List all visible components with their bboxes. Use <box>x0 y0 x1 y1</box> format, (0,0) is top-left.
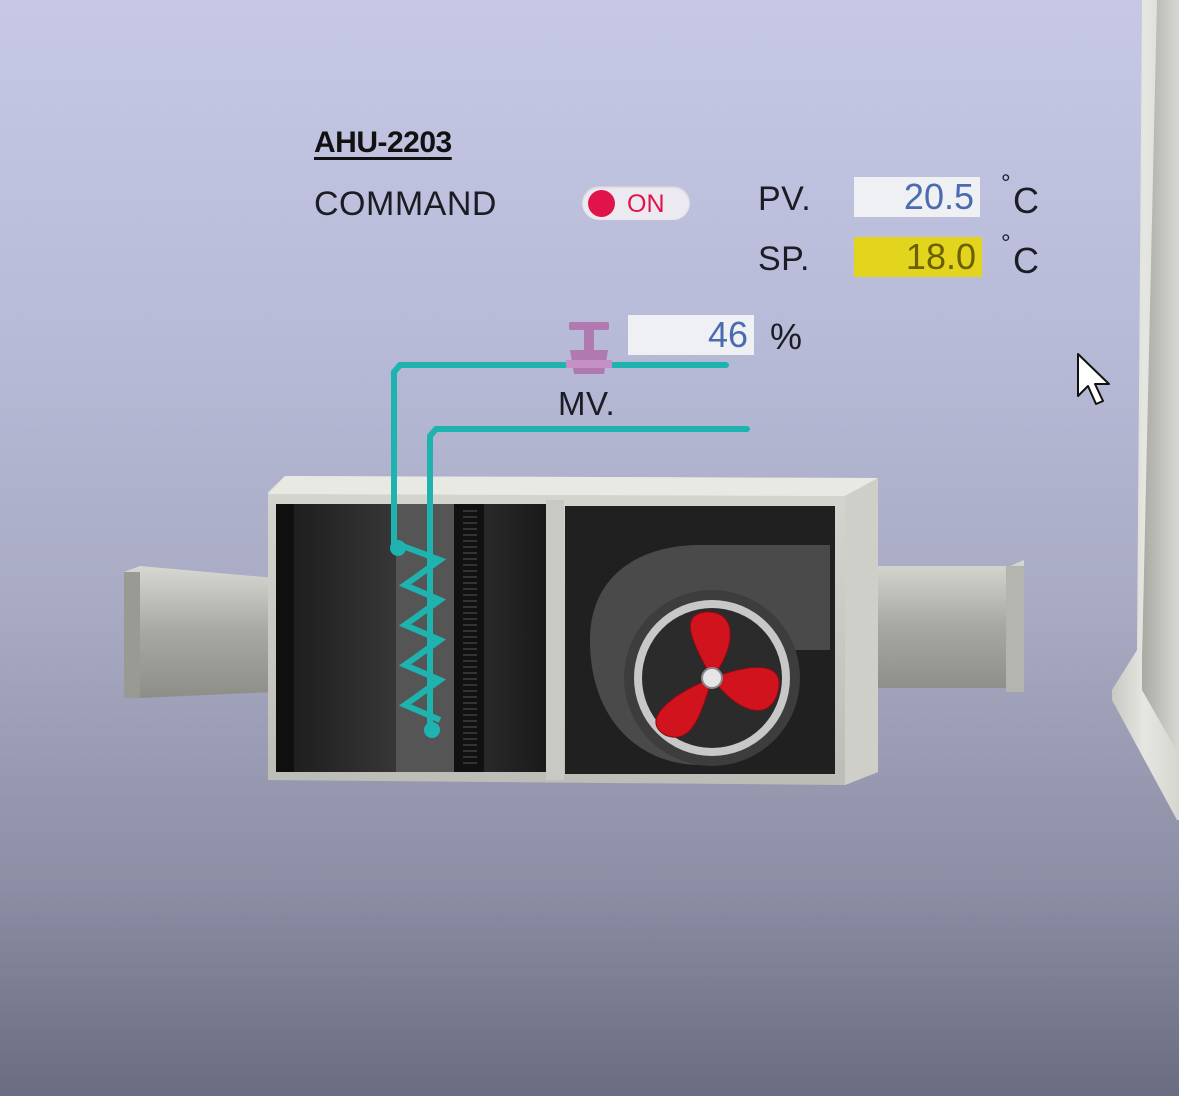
coil-icon <box>398 542 447 723</box>
pv-label: PV. <box>758 180 812 218</box>
pipe-end <box>424 722 440 738</box>
unit-title: AHU-2203 <box>314 126 452 159</box>
cursor-icon <box>1077 353 1110 405</box>
sp-label: SP. <box>758 240 810 278</box>
pipe-end <box>390 540 406 556</box>
pv-unit: C <box>1013 180 1039 221</box>
pv-degree: ° <box>1001 170 1011 197</box>
chilled-water-pipes <box>391 362 750 733</box>
pv-value: 20.5 <box>854 177 980 217</box>
command-label: COMMAND <box>314 185 497 223</box>
sp-value-input[interactable]: 18.0 <box>854 237 982 277</box>
outlet-duct <box>855 560 1024 692</box>
sp-degree: ° <box>1001 230 1011 257</box>
sp-unit: C <box>1013 240 1039 281</box>
mv-unit: % <box>770 316 803 357</box>
valve-icon[interactable] <box>566 322 612 374</box>
fan-icon <box>590 545 830 766</box>
mv-label: MV. <box>558 385 616 422</box>
command-toggle[interactable]: ON <box>582 186 690 220</box>
status-dot-icon <box>588 190 615 217</box>
inlet-duct <box>124 566 275 698</box>
command-state: ON <box>627 190 665 218</box>
mv-value: 46 <box>628 315 754 355</box>
